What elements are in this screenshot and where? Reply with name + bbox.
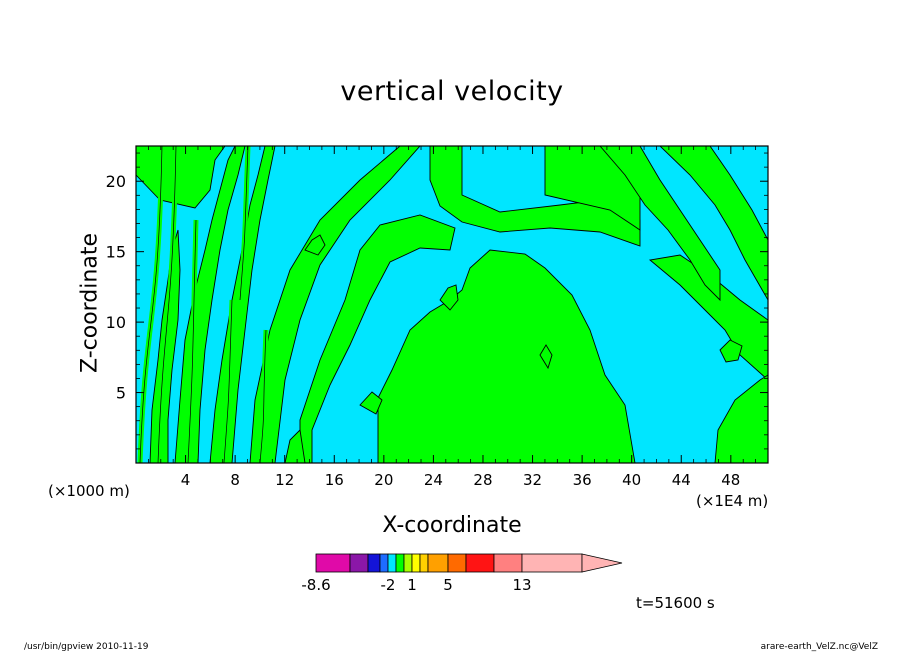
colorbar-segment xyxy=(447,553,467,573)
colorbar-segment xyxy=(315,553,351,573)
plot-frame xyxy=(135,145,769,464)
positive-region-4 xyxy=(429,146,641,247)
contour-line-3 xyxy=(223,299,233,463)
colorbar-tick-label: -8.6 xyxy=(301,576,330,594)
colorbar-tick-label: 13 xyxy=(512,576,531,594)
positive-region-2 xyxy=(299,214,456,463)
positive-region-13 xyxy=(284,429,306,463)
x-axis-label: X-coordinate xyxy=(382,513,522,538)
colorbar-tick-label: -2 xyxy=(381,576,396,594)
x-tick-label: 16 xyxy=(325,471,344,489)
positive-region-18 xyxy=(359,391,383,415)
contour-line-0 xyxy=(139,146,163,463)
contour-line-5 xyxy=(259,329,267,463)
positive-region-17 xyxy=(719,339,743,363)
positive-region-5 xyxy=(544,146,641,231)
x-tick-label: 28 xyxy=(473,471,492,489)
colorbar-segment xyxy=(367,553,381,573)
contour-line-1 xyxy=(157,146,177,463)
colorbar-tick-label: 1 xyxy=(407,576,417,594)
velocity-field xyxy=(136,146,768,463)
colorbar-segment xyxy=(419,553,429,573)
y-tick-label: 5 xyxy=(116,384,126,403)
colorbar-segment xyxy=(411,553,421,573)
x-tick-label: 40 xyxy=(622,471,641,489)
colorbar-segment xyxy=(387,553,397,573)
colorbar: -8.6 -2 1 5 13 xyxy=(301,553,623,594)
positive-region-6 xyxy=(659,146,768,301)
colorbar-extend-arrow xyxy=(581,553,623,573)
colorbar-segment xyxy=(349,553,369,573)
x-tick-label: 8 xyxy=(230,471,240,489)
x-tick-label: 12 xyxy=(275,471,294,489)
positive-region-16 xyxy=(539,344,553,370)
x-tick-label: 48 xyxy=(721,471,740,489)
positive-region-12 xyxy=(209,146,276,463)
positive-region-0 xyxy=(377,249,636,463)
time-annotation: t=51600 s xyxy=(636,594,715,612)
x-axis-multiplier: (×1E4 m) xyxy=(696,492,769,510)
footer-right: arare-earth_VelZ.nc@VelZ xyxy=(760,642,878,652)
positive-region-3 xyxy=(249,146,421,463)
positive-region-14 xyxy=(304,234,326,256)
x-axis-unit: (×1000 m) xyxy=(48,482,130,500)
y-tick-label: 20 xyxy=(106,172,126,191)
x-tick-label: 36 xyxy=(573,471,592,489)
colorbar-segment xyxy=(493,553,523,573)
x-tick-label: 24 xyxy=(424,471,443,489)
positive-region-8 xyxy=(714,374,768,463)
contour-line-2 xyxy=(187,219,197,463)
colorbar-segment xyxy=(465,553,495,573)
y-tick-label: 10 xyxy=(106,313,126,332)
x-tick-label: 32 xyxy=(523,471,542,489)
x-tick-label: 4 xyxy=(181,471,191,489)
colorbar-tick-label: 5 xyxy=(443,576,453,594)
x-tick-label: 44 xyxy=(672,471,691,489)
chart-title: vertical velocity xyxy=(340,76,564,107)
colorbar-segment xyxy=(395,553,405,573)
footer-left: /usr/bin/gpview 2010-11-19 xyxy=(24,642,149,652)
colorbar-segment xyxy=(427,553,449,573)
y-tick-label: 15 xyxy=(106,243,126,262)
colorbar-segment xyxy=(403,553,413,573)
contour-line-4 xyxy=(239,146,249,301)
positive-region-9 xyxy=(599,146,721,302)
colorbar-segment xyxy=(521,553,583,573)
colorbar-segment xyxy=(379,553,389,573)
positive-region-15 xyxy=(439,284,459,311)
x-tick-label: 20 xyxy=(374,471,393,489)
